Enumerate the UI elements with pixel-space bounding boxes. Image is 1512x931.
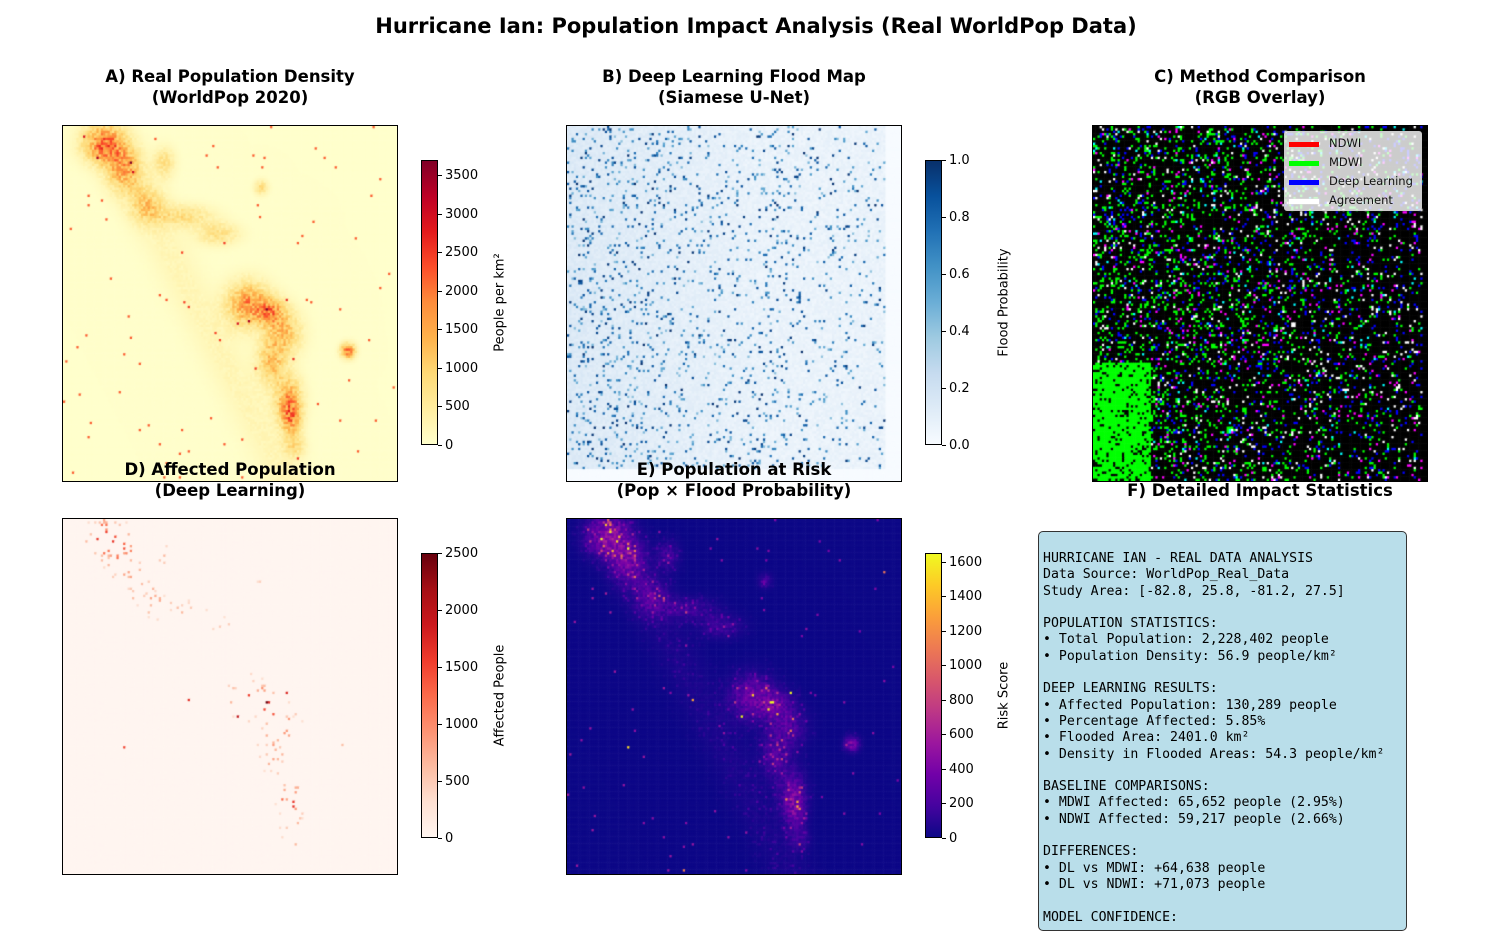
colorbar-tick-mark (942, 803, 946, 805)
legend-label: MDWI (1329, 155, 1363, 169)
colorbar-tick-mark (942, 388, 946, 389)
colorbar-tick-mark (438, 367, 442, 369)
panel-d-title: D) Affected Population (Deep Learning) (124, 460, 336, 500)
legend-label: Agreement (1329, 193, 1393, 207)
colorbar-tick-mark (942, 665, 946, 667)
colorbar-tick-label: 3500 (445, 168, 479, 184)
colorbar-tick-label: 2500 (445, 546, 479, 561)
colorbar-tick-mark (942, 217, 946, 218)
colorbar-gradient (925, 160, 942, 445)
colorbar-tick-label: 1000 (949, 658, 983, 674)
colorbar-tick-label: 1000 (445, 717, 479, 732)
colorbar-tick-mark (942, 445, 946, 446)
figure-title: Hurricane Ian: Population Impact Analysi… (375, 14, 1137, 38)
colorbar-tick-label: 1.0 (949, 153, 970, 168)
colorbar-label: People per km² (492, 252, 508, 352)
flood-probability-heatmap (567, 126, 901, 481)
colorbar-tick-label: 0.8 (949, 210, 970, 225)
colorbar-tick-label: 500 (445, 774, 470, 789)
population-density-heatmap (63, 126, 397, 481)
colorbar-tick-mark (942, 838, 946, 839)
colorbar-tick-label: 800 (949, 692, 974, 708)
colorbar-tick-mark (942, 699, 946, 701)
colorbar-label: Risk Score (996, 661, 1012, 729)
colorbar-tick-label: 2000 (445, 603, 479, 618)
impact-statistics-box: HURRICANE IAN - REAL DATA ANALYSIS Data … (1038, 531, 1407, 931)
legend-label: NDWI (1329, 136, 1362, 150)
colorbar-tick-mark (438, 724, 442, 725)
colorbar-tick-mark (438, 406, 442, 408)
colorbar-tick-mark (438, 252, 442, 254)
legend-line (1289, 142, 1319, 147)
colorbar-tick-mark (942, 561, 946, 563)
population-density-map (62, 125, 398, 482)
method-legend: NDWI MDWI Deep Learning Agreement (1284, 131, 1422, 211)
colorbar-tick-label: 500 (445, 399, 470, 415)
colorbar-tick-mark (942, 630, 946, 632)
colorbar-tick-label: 0 (949, 831, 958, 846)
colorbar-tick-mark (942, 331, 946, 332)
population-at-risk-map (566, 518, 902, 875)
colorbar-tick-label: 1400 (949, 589, 983, 605)
colorbar-gradient (421, 553, 438, 838)
legend-line (1289, 161, 1319, 166)
colorbar-tick-label: 2500 (445, 245, 479, 261)
affected-population-heatmap (63, 519, 397, 874)
colorbar-label: Flood Probability (996, 247, 1012, 357)
colorbar-tick-label: 1500 (445, 660, 479, 675)
colorbar-label: Affected People (492, 644, 508, 746)
colorbar-tick-label: 1500 (445, 322, 479, 338)
colorbar-tick-label: 0.6 (949, 267, 970, 282)
colorbar-tick-mark (942, 596, 946, 598)
colorbar-gradient (421, 160, 438, 445)
colorbar-tick-label: 1200 (949, 623, 983, 639)
panel-f-title: F) Detailed Impact Statistics (1127, 481, 1393, 500)
legend-line (1289, 199, 1319, 204)
flood-probability-map (566, 125, 902, 482)
colorbar-tick-label: 0 (445, 438, 454, 453)
colorbar-tick-label: 0.4 (949, 324, 970, 339)
panel-a-title: A) Real Population Density (WorldPop 202… (105, 67, 355, 107)
impact-statistics-text: HURRICANE IAN - REAL DATA ANALYSIS Data … (1043, 551, 1385, 925)
colorbar-tick-mark (438, 838, 442, 839)
colorbar-tick-label: 2000 (445, 283, 479, 299)
colorbar-tick-label: 3000 (445, 206, 479, 222)
population-at-risk-heatmap (567, 519, 901, 874)
colorbar-tick-mark (438, 329, 442, 331)
colorbar-tick-mark (438, 553, 442, 554)
colorbar-tick-label: 1000 (445, 360, 479, 376)
colorbar-tick-label: 400 (949, 761, 974, 777)
colorbar-tick-mark (942, 768, 946, 770)
colorbar-tick-label: 0.2 (949, 381, 970, 396)
affected-population-map (62, 518, 398, 875)
colorbar-tick-label: 1600 (949, 554, 983, 570)
colorbar-tick-mark (942, 160, 946, 161)
colorbar-tick-mark (438, 290, 442, 292)
colorbar-tick-mark (438, 175, 442, 177)
panel-b-title: B) Deep Learning Flood Map (Siamese U-Ne… (602, 67, 866, 107)
colorbar-tick-mark (438, 213, 442, 215)
colorbar-tick-label: 600 (949, 727, 974, 743)
colorbar-tick-mark (438, 667, 442, 668)
colorbar-tick-label: 0.0 (949, 438, 970, 453)
colorbar-gradient (925, 553, 942, 838)
panel-c-title: C) Method Comparison (RGB Overlay) (1154, 67, 1366, 107)
colorbar-tick-mark (942, 274, 946, 275)
legend-line (1289, 180, 1319, 185)
colorbar-tick-mark (438, 781, 442, 782)
legend-label: Deep Learning (1329, 174, 1413, 188)
colorbar-tick-label: 0 (445, 831, 454, 846)
colorbar-tick-mark (438, 445, 442, 446)
panel-e-title: E) Population at Risk (Pop × Flood Proba… (616, 460, 852, 500)
colorbar-tick-mark (942, 734, 946, 736)
colorbar-tick-label: 200 (949, 796, 974, 812)
colorbar-tick-mark (438, 610, 442, 611)
